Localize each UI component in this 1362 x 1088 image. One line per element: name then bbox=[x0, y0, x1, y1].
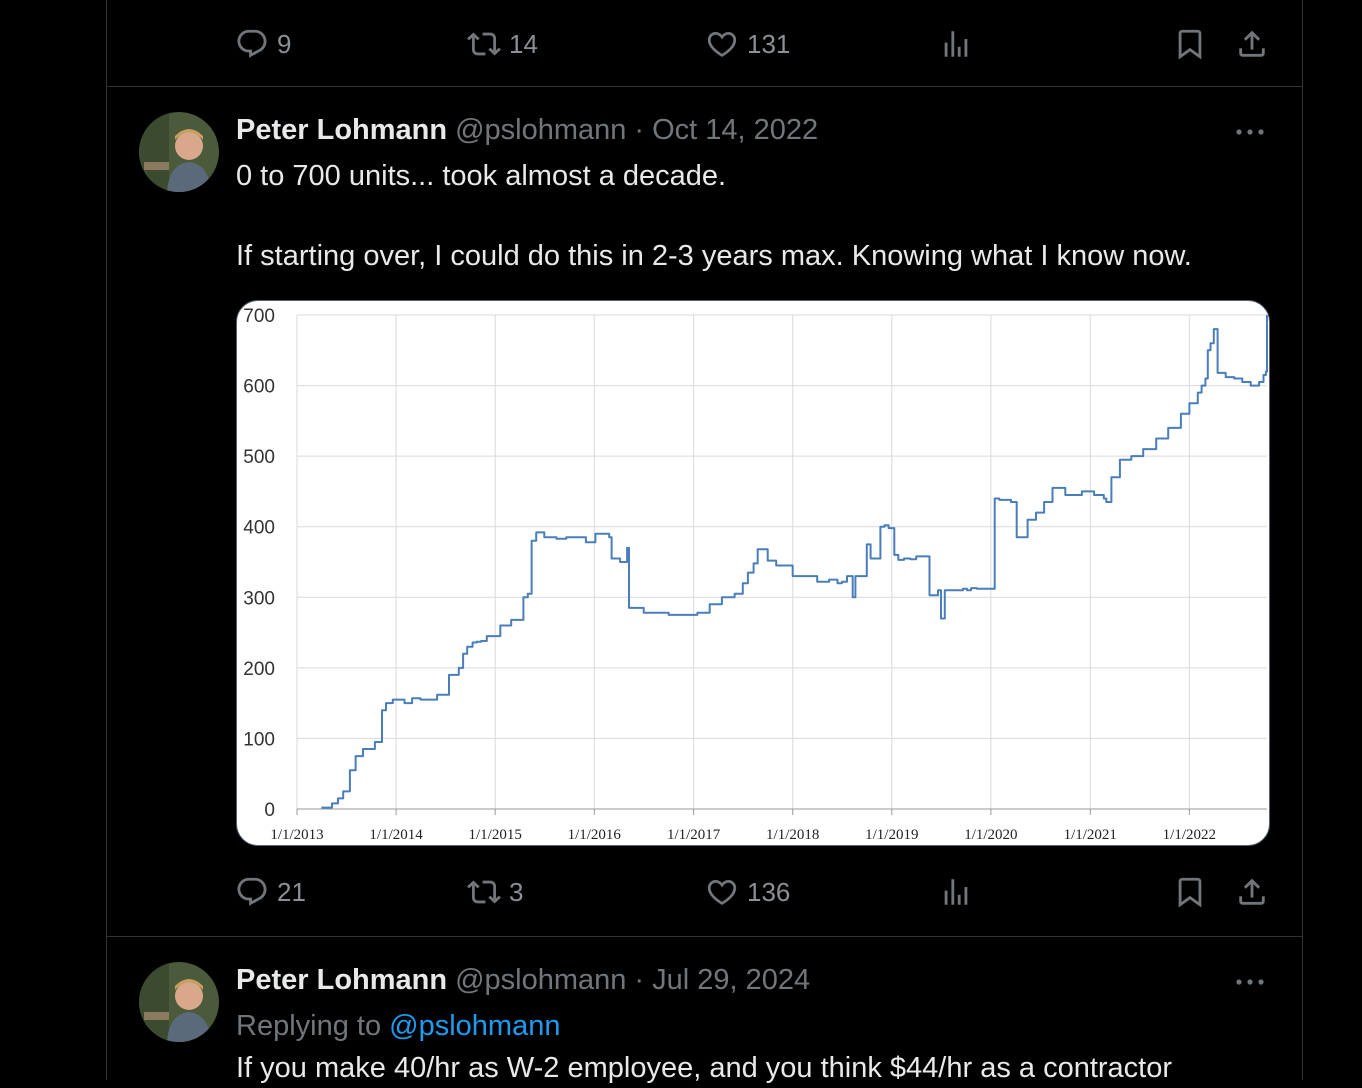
x-tick-label: 1/1/2019 bbox=[865, 827, 918, 843]
y-tick-label: 400 bbox=[243, 518, 275, 539]
y-tick-label: 300 bbox=[243, 588, 275, 609]
mention-link[interactable]: @pslohmann bbox=[389, 1010, 561, 1042]
tweet-date[interactable]: Oct 14, 2022 bbox=[652, 114, 819, 146]
share-button[interactable] bbox=[1235, 872, 1269, 912]
tweet-actions: 21 3 136 bbox=[107, 872, 1302, 912]
top-tweet-actions: 9 14 131 bbox=[107, 24, 1302, 64]
x-tick-label: 1/1/2017 bbox=[667, 827, 721, 843]
share-button[interactable] bbox=[1235, 24, 1269, 64]
views-icon bbox=[944, 879, 968, 905]
like-button[interactable]: 131 bbox=[705, 24, 790, 64]
tweet-text-line: If starting over, I could do this in 2-3… bbox=[236, 240, 1192, 272]
divider bbox=[107, 936, 1302, 937]
series-line bbox=[321, 315, 1268, 809]
x-tick-label: 1/1/2016 bbox=[568, 827, 622, 843]
y-tick-label: 700 bbox=[243, 306, 275, 327]
author-handle[interactable]: @pslohmann bbox=[455, 114, 627, 146]
line-chart: 0 100 200 300 400 500 600 700 1/1/2013 1/1/2014 1/… bbox=[243, 306, 1268, 843]
author-handle[interactable]: @pslohmann bbox=[455, 964, 627, 996]
tweet-date[interactable]: Jul 29, 2024 bbox=[652, 964, 811, 996]
x-tick-label: 1/1/2020 bbox=[964, 827, 1017, 843]
tweet-text-line: 0 to 700 units... took almost a decade. bbox=[236, 160, 727, 192]
retweet-button[interactable]: 3 bbox=[467, 872, 523, 912]
retweet-count: 14 bbox=[509, 28, 538, 59]
author-name[interactable]: Peter Lohmann bbox=[236, 114, 448, 146]
author-name[interactable]: Peter Lohmann bbox=[236, 964, 448, 996]
x-tick-label: 1/1/2015 bbox=[469, 827, 522, 843]
y-tick-label: 200 bbox=[243, 659, 275, 680]
x-tick-label: 1/1/2013 bbox=[270, 827, 323, 843]
retweet-button[interactable]: 14 bbox=[467, 24, 538, 64]
y-tick-label: 100 bbox=[243, 729, 275, 750]
y-tick-label: 0 bbox=[264, 800, 275, 821]
more-icon bbox=[1236, 979, 1264, 985]
retweet-count: 3 bbox=[509, 876, 524, 907]
views-icon bbox=[944, 31, 968, 57]
retweet-icon bbox=[467, 880, 501, 904]
share-icon bbox=[1239, 878, 1265, 905]
tweet-text-line: If you make 40/hr as W-2 employee, and y… bbox=[236, 1052, 1173, 1084]
like-icon bbox=[707, 879, 737, 905]
separator-dot: · bbox=[634, 114, 645, 146]
like-button[interactable]: 136 bbox=[705, 872, 790, 912]
x-tick-label: 1/1/2014 bbox=[369, 827, 423, 843]
views-button[interactable] bbox=[939, 872, 973, 912]
reply-icon bbox=[237, 877, 267, 906]
x-tick-label: 1/1/2021 bbox=[1064, 827, 1117, 843]
chart-image[interactable]: 0 100 200 300 400 500 600 700 1/1/2013 1/1/2014 1/… bbox=[236, 300, 1270, 846]
replying-to: Replying to @pslohmann bbox=[236, 1010, 560, 1043]
retweet-icon bbox=[467, 32, 501, 56]
reply-count: 9 bbox=[277, 28, 292, 59]
y-tick-label: 500 bbox=[243, 447, 275, 468]
more-button[interactable] bbox=[1232, 964, 1268, 1000]
divider bbox=[107, 86, 1302, 87]
share-icon bbox=[1239, 30, 1265, 57]
reply-button[interactable]: 21 bbox=[235, 872, 306, 912]
like-icon bbox=[707, 31, 737, 57]
more-button[interactable] bbox=[1232, 114, 1268, 150]
reply-button[interactable]: 9 bbox=[235, 24, 291, 64]
like-count: 131 bbox=[747, 28, 791, 59]
reply-count: 21 bbox=[277, 876, 306, 907]
avatar[interactable] bbox=[139, 112, 219, 192]
reply-icon bbox=[237, 29, 267, 58]
tweet-header: Peter Lohmann @pslohmann · Oct 14, 2022 bbox=[236, 114, 818, 147]
replying-to-label: Replying to bbox=[236, 1010, 382, 1042]
x-tick-label: 1/1/2022 bbox=[1163, 827, 1216, 843]
like-count: 136 bbox=[747, 876, 791, 907]
y-tick-label: 600 bbox=[243, 377, 275, 398]
bookmark-icon bbox=[1178, 877, 1202, 908]
more-icon bbox=[1236, 129, 1264, 135]
bookmark-button[interactable] bbox=[1173, 872, 1207, 912]
separator-dot: · bbox=[634, 964, 645, 996]
tweet-header: Peter Lohmann @pslohmann · Jul 29, 2024 bbox=[236, 964, 810, 997]
timeline-column: 9 14 131 bbox=[106, 0, 1303, 1084]
x-tick-label: 1/1/2018 bbox=[766, 827, 819, 843]
views-button[interactable] bbox=[939, 24, 973, 64]
avatar[interactable] bbox=[139, 962, 219, 1042]
bookmark-icon bbox=[1178, 29, 1202, 60]
bookmark-button[interactable] bbox=[1173, 24, 1207, 64]
